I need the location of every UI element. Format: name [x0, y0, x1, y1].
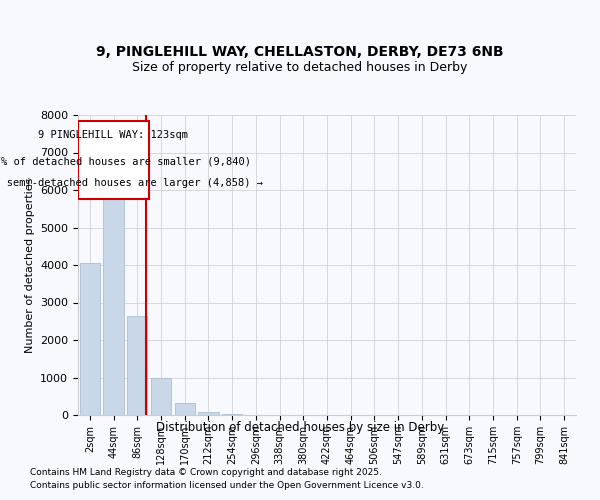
Text: Distribution of detached houses by size in Derby: Distribution of detached houses by size …: [156, 421, 444, 434]
Text: Contains public sector information licensed under the Open Government Licence v3: Contains public sector information licen…: [30, 480, 424, 490]
Bar: [199, 412, 218, 415]
Bar: [80, 263, 100, 415]
Text: 9, PINGLEHILL WAY, CHELLASTON, DERBY, DE73 6NB: 9, PINGLEHILL WAY, CHELLASTON, DERBY, DE…: [96, 46, 504, 60]
Bar: [127, 316, 148, 415]
Bar: [151, 378, 171, 415]
Text: Size of property relative to detached houses in Derby: Size of property relative to detached ho…: [133, 61, 467, 74]
Text: 9 PINGLEHILL WAY: 123sqm: 9 PINGLEHILL WAY: 123sqm: [38, 130, 188, 140]
Y-axis label: Number of detached properties: Number of detached properties: [25, 178, 35, 352]
Text: ← 67% of detached houses are smaller (9,840): ← 67% of detached houses are smaller (9,…: [0, 156, 251, 166]
FancyBboxPatch shape: [78, 121, 149, 199]
Bar: [175, 404, 195, 415]
Bar: [222, 414, 242, 415]
Text: Contains HM Land Registry data © Crown copyright and database right 2025.: Contains HM Land Registry data © Crown c…: [30, 468, 382, 477]
Bar: [103, 138, 124, 415]
Text: 33% of semi-detached houses are larger (4,858) →: 33% of semi-detached houses are larger (…: [0, 178, 263, 188]
